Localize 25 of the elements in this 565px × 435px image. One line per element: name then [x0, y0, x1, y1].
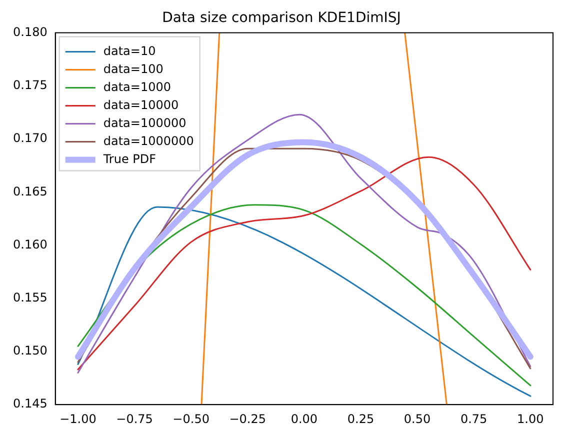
x-tick-label: −1.00 — [60, 412, 96, 426]
legend-label: data=1000000 — [103, 134, 194, 148]
x-tick-label: 0.50 — [404, 412, 431, 426]
y-tick-label: 0.145 — [12, 396, 48, 411]
legend-label: data=10 — [103, 44, 156, 58]
y-tick-label: 0.155 — [12, 290, 48, 304]
chart-title: Data size comparison KDE1DimISJ — [162, 10, 401, 26]
x-tick-label: 0.00 — [290, 412, 318, 426]
x-tick-label: 1.00 — [517, 412, 544, 426]
legend-label: data=1000 — [103, 80, 171, 94]
legend-label: data=10000 — [103, 98, 179, 112]
x-tick-label: −0.75 — [116, 412, 153, 426]
legend-label: data=100 — [103, 62, 164, 76]
y-tick-label: 0.165 — [12, 184, 48, 198]
legend-label: data=100000 — [103, 116, 186, 130]
legend-label: True PDF — [102, 152, 156, 166]
x-tick-label: −0.25 — [229, 412, 266, 426]
y-tick-label: 0.150 — [12, 344, 48, 358]
y-tick-label: 0.175 — [12, 78, 48, 92]
y-tick-label: 0.180 — [12, 24, 48, 39]
x-tick-label: −0.50 — [172, 412, 210, 426]
y-tick-label: 0.170 — [12, 131, 48, 146]
x-tick-label: 0.25 — [347, 412, 374, 426]
y-tick-label: 0.160 — [12, 237, 48, 252]
x-tick-label: 0.75 — [460, 412, 488, 426]
